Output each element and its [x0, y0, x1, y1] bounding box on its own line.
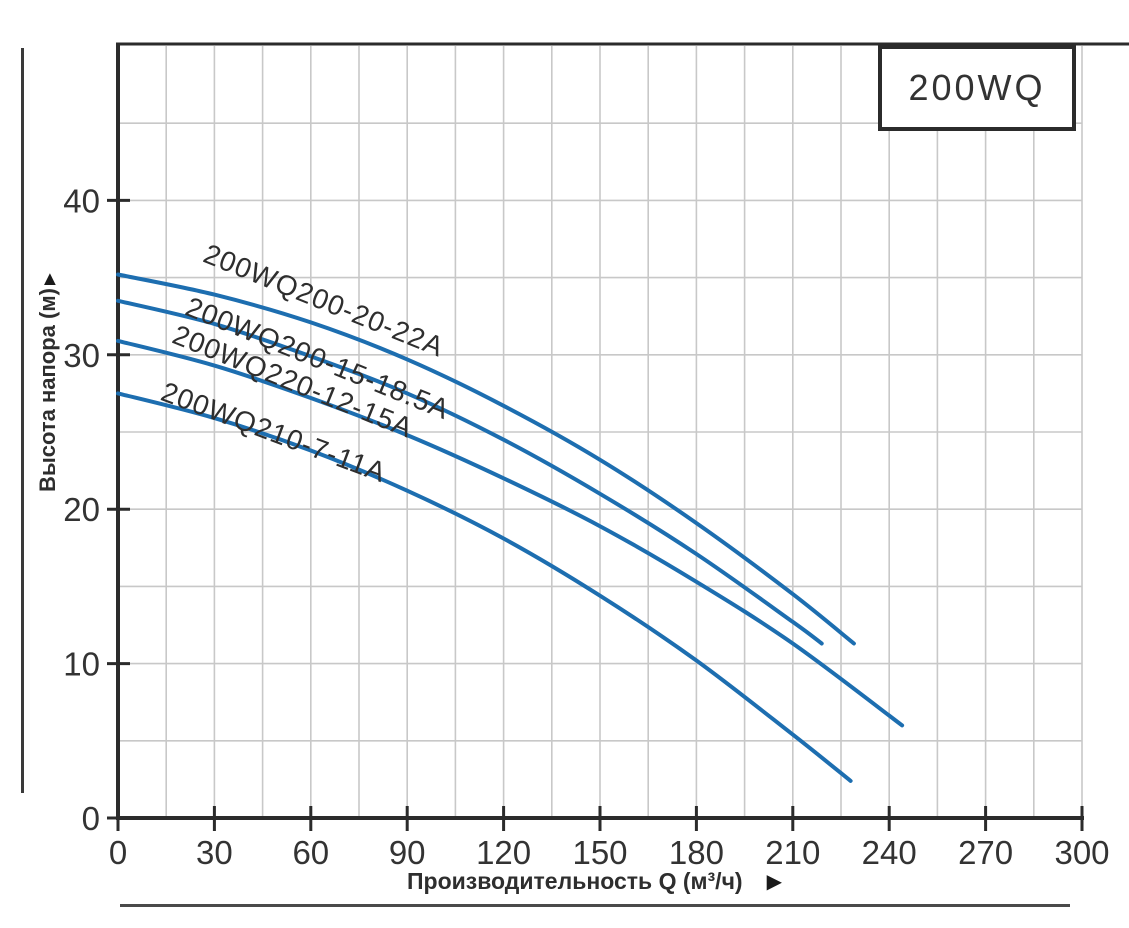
x-tick-label: 180	[669, 834, 724, 871]
x-tick-label: 240	[862, 834, 917, 871]
x-tick-label: 300	[1054, 834, 1109, 871]
y-tick-label: 40	[63, 182, 100, 219]
pump-curve-200WQ200-20-22A	[116, 272, 856, 646]
y-axis-up-arrow-icon: ▲	[40, 268, 60, 290]
x-axis-title: Производительность Q (м³/ч)	[407, 868, 743, 894]
series-model-label: 200WQ	[908, 67, 1046, 108]
y-tick-label: 0	[82, 800, 100, 837]
y-tick-label: 30	[63, 337, 100, 374]
y-axis-title: Высота напора (м)	[35, 288, 60, 492]
x-tick-label: 270	[958, 834, 1013, 871]
series-model-box: 200WQ	[878, 45, 1076, 131]
x-axis-right-arrow-icon: ▶	[766, 871, 782, 893]
x-tick-label: 60	[292, 834, 329, 871]
left-border-line	[21, 48, 24, 793]
x-tick-label: 120	[476, 834, 531, 871]
y-tick-label: 10	[63, 646, 100, 683]
x-tick-label: 90	[389, 834, 426, 871]
x-tick-label: 210	[765, 834, 820, 871]
x-tick-label: 0	[109, 834, 127, 871]
x-tick-label: 30	[196, 834, 233, 871]
bottom-border-line	[120, 904, 1070, 907]
pump-curve-200WQ210-7-11A	[116, 391, 853, 783]
x-tick-label: 150	[572, 834, 627, 871]
y-tick-label: 20	[63, 491, 100, 528]
x-axis-title-row: Производительность Q (м³/ч) ▶	[60, 868, 1129, 895]
pump-curve-200WQ200-15-18.5A	[116, 298, 824, 646]
pump-curve-200WQ220-12-15A	[116, 338, 905, 728]
